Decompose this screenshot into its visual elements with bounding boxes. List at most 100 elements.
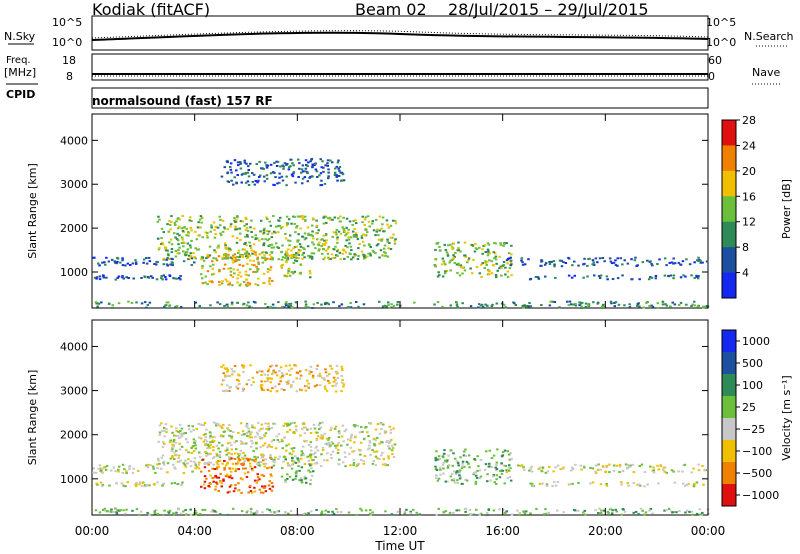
data-cell (231, 370, 235, 373)
data-cell (189, 430, 193, 433)
data-cell (371, 511, 374, 514)
data-cell (360, 250, 364, 253)
data-cell (270, 466, 273, 469)
data-cell (322, 248, 326, 251)
data-cell (363, 224, 366, 226)
data-cell (520, 464, 524, 467)
data-cell (337, 230, 341, 233)
data-cell (614, 264, 618, 266)
data-cell (292, 447, 296, 449)
data-cell (228, 485, 232, 488)
data-cell (645, 301, 648, 304)
data-cell (501, 264, 505, 267)
data-cell (175, 430, 178, 432)
data-cell (187, 254, 191, 257)
data-cell (232, 431, 235, 434)
data-cell (610, 512, 614, 515)
data-cell (256, 258, 259, 261)
data-cell (180, 432, 184, 435)
data-cell (603, 509, 606, 512)
data-cell (277, 458, 280, 460)
data-cell (230, 171, 233, 174)
data-cell (438, 274, 441, 277)
data-cell (258, 160, 261, 163)
data-cell (247, 169, 250, 171)
data-cell (456, 460, 460, 463)
data-cell (263, 486, 267, 489)
data-cell (214, 257, 218, 260)
data-cell (198, 436, 201, 439)
data-cell (323, 377, 326, 380)
data-cell (495, 461, 499, 464)
data-cell (457, 241, 460, 244)
data-cell (172, 513, 176, 516)
data-cell (217, 255, 221, 258)
data-cell (346, 255, 350, 258)
data-cell (349, 306, 353, 309)
data-cell (663, 257, 667, 260)
data-cell (212, 421, 216, 424)
data-cell (341, 381, 344, 384)
data-cell (451, 258, 455, 261)
data-cell (495, 276, 498, 279)
data-cell (282, 460, 285, 463)
data-cell (98, 275, 102, 278)
data-cell (203, 475, 207, 478)
data-cell (351, 230, 355, 233)
data-cell (587, 303, 591, 306)
data-cell (493, 481, 496, 484)
data-cell (311, 224, 314, 227)
data-cell (469, 305, 473, 308)
data-cell (270, 246, 273, 249)
data-cell (458, 274, 462, 277)
data-cell (287, 218, 291, 221)
data-cell (656, 306, 660, 309)
data-cell (334, 390, 338, 393)
data-cell (189, 252, 192, 255)
data-cell (210, 224, 213, 227)
data-cell (153, 510, 156, 513)
data-cell (221, 257, 224, 260)
data-cell (224, 244, 227, 247)
data-cell (291, 463, 294, 466)
data-cell (288, 374, 292, 376)
data-cell (258, 370, 261, 373)
data-cell (245, 273, 248, 276)
data-cell (320, 512, 323, 515)
data-cell (165, 301, 169, 304)
data-cell (215, 453, 218, 455)
data-cell (498, 508, 501, 511)
data-cell (494, 258, 498, 261)
data-cell (310, 459, 314, 462)
data-cell (218, 456, 222, 459)
data-cell (263, 465, 266, 468)
data-cell (444, 459, 447, 462)
data-cell (268, 283, 271, 286)
data-cell (96, 305, 99, 308)
data-cell (265, 166, 269, 169)
data-cell (278, 172, 281, 175)
data-cell (290, 249, 293, 252)
data-cell (650, 262, 653, 265)
data-cell (114, 278, 117, 281)
data-cell (697, 259, 700, 262)
data-cell (161, 278, 164, 281)
data-cell (286, 477, 289, 480)
data-cell (148, 260, 152, 263)
data-cell (277, 231, 280, 234)
data-cell (264, 462, 268, 465)
freq-tick-bottom: 8 (66, 70, 73, 83)
data-cell (375, 244, 379, 247)
data-cell (267, 445, 270, 448)
data-cell (249, 259, 252, 262)
data-cell (702, 483, 705, 486)
data-cell (235, 448, 238, 451)
data-cell (503, 482, 506, 485)
data-cell (255, 270, 259, 273)
data-cell (643, 513, 646, 516)
data-cell (222, 423, 225, 426)
data-cell (523, 512, 527, 515)
data-cell (380, 454, 383, 457)
data-cell (226, 491, 230, 494)
